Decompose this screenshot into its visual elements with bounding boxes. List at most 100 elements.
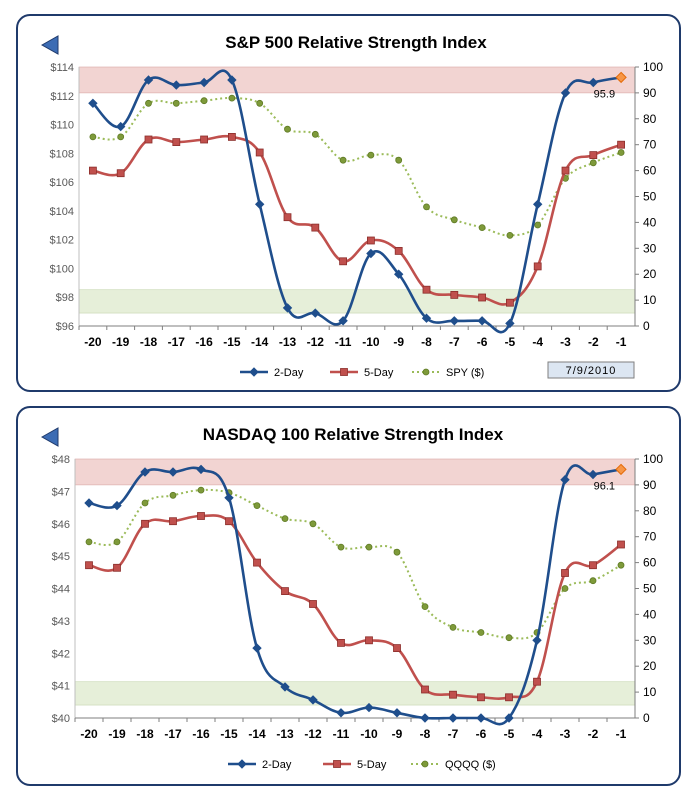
oversold-band bbox=[78, 289, 636, 314]
x-axis-tick-label: -20 bbox=[80, 727, 98, 741]
data-point bbox=[366, 248, 376, 259]
back-arrow-icon[interactable] bbox=[40, 427, 59, 447]
right-axis-tick-label: 50 bbox=[643, 190, 657, 204]
sp500-rsi-chart: S&P 500 Relative Strength Index $96 $98 $10… bbox=[40, 33, 663, 379]
data-point bbox=[338, 316, 348, 326]
data-point bbox=[84, 498, 94, 508]
data-point bbox=[253, 502, 261, 509]
data-point bbox=[140, 467, 150, 477]
data-point bbox=[617, 561, 625, 569]
left-axis-tick-label: $112 bbox=[50, 91, 74, 103]
legend-swatch-marker bbox=[340, 368, 348, 376]
x-axis-tick-label: -14 bbox=[248, 727, 266, 741]
data-point bbox=[561, 166, 570, 175]
data-point bbox=[560, 474, 570, 485]
data-point bbox=[253, 558, 261, 567]
data-point bbox=[112, 500, 122, 511]
data-point bbox=[196, 464, 206, 475]
data-point bbox=[448, 713, 458, 723]
data-point bbox=[392, 708, 402, 718]
x-axis-tick-label: -4 bbox=[532, 727, 543, 741]
sp500-rsi-chart-panel: S&P 500 Relative Strength Index $96 $98 $10… bbox=[16, 14, 681, 392]
x-axis-tick-label: -1 bbox=[616, 727, 627, 741]
left-axis-tick-label: $40 bbox=[52, 713, 70, 725]
x-axis-tick-label: -16 bbox=[192, 727, 210, 741]
x-axis-tick-label: -15 bbox=[220, 727, 238, 741]
data-point bbox=[85, 561, 93, 570]
x-axis-tick-label: -14 bbox=[251, 335, 269, 349]
data-point bbox=[227, 133, 236, 141]
right-axis-tick-label: 100 bbox=[643, 452, 663, 466]
legend-item: 5-Day bbox=[323, 759, 387, 771]
data-point bbox=[339, 257, 348, 266]
chart-legend: 2-Day 5-Day SPY ($) bbox=[240, 367, 484, 379]
data-point bbox=[367, 151, 375, 159]
overbought-band bbox=[78, 66, 636, 94]
x-axis-tick-label: -8 bbox=[421, 335, 432, 349]
x-axis-tick-label: -20 bbox=[84, 335, 102, 349]
data-point bbox=[532, 635, 542, 646]
data-point bbox=[534, 221, 542, 229]
data-point bbox=[533, 262, 542, 271]
data-point bbox=[393, 644, 401, 653]
data-point bbox=[589, 577, 597, 585]
data-point bbox=[532, 199, 543, 210]
right-axis-tick-label: 10 bbox=[643, 293, 657, 307]
legend-swatch-marker bbox=[421, 760, 429, 768]
left-axis-tick-label: $48 bbox=[52, 454, 70, 466]
x-axis-tick-label: -16 bbox=[195, 335, 213, 349]
x-axis-tick-label: -19 bbox=[112, 335, 130, 349]
legend-item: 2-Day bbox=[240, 367, 304, 379]
data-point bbox=[589, 561, 597, 570]
x-axis-tick-label: -15 bbox=[223, 335, 241, 349]
data-point bbox=[143, 75, 154, 85]
data-point bbox=[224, 493, 234, 503]
x-axis-tick-label: -2 bbox=[588, 727, 599, 741]
data-point bbox=[113, 538, 121, 546]
data-point bbox=[421, 685, 429, 694]
data-point bbox=[615, 463, 627, 476]
data-point bbox=[505, 634, 513, 642]
data-point bbox=[85, 538, 93, 546]
data-point bbox=[89, 166, 97, 175]
right-axis-tick-label: 50 bbox=[643, 582, 657, 596]
data-point bbox=[309, 600, 317, 608]
x-axis-tick-label: -1 bbox=[616, 335, 627, 349]
right-axis-tick-label: 20 bbox=[643, 267, 657, 281]
x-axis-tick-label: -13 bbox=[276, 727, 294, 741]
left-axis-tick-label: $98 bbox=[56, 292, 74, 304]
data-point bbox=[365, 636, 373, 645]
right-axis-tick-label: 100 bbox=[643, 60, 663, 74]
series-spy bbox=[89, 94, 625, 239]
data-point bbox=[337, 638, 345, 647]
data-point bbox=[365, 543, 373, 551]
x-axis-tick-label: -11 bbox=[333, 727, 350, 741]
chart-title: NASDAQ 100 Relative Strength Index bbox=[203, 425, 504, 444]
right-axis-tick-label: 20 bbox=[643, 659, 657, 673]
x-axis-tick-label: -5 bbox=[504, 727, 515, 741]
right-axis-tick-label: 70 bbox=[643, 530, 657, 544]
data-point bbox=[227, 75, 237, 85]
legend-swatch-marker bbox=[422, 368, 430, 376]
left-axis-tick-label: $45 bbox=[52, 551, 70, 563]
data-point bbox=[337, 543, 345, 551]
right-axis-tick-label: 60 bbox=[643, 164, 657, 178]
legend-label: SPY ($) bbox=[446, 367, 484, 379]
data-point bbox=[421, 603, 429, 611]
left-axis-tick-label: $114 bbox=[50, 62, 74, 74]
data-point bbox=[394, 246, 403, 255]
data-point bbox=[115, 121, 126, 132]
right-axis-tick-label: 40 bbox=[643, 215, 657, 229]
x-axis-tick-label: -9 bbox=[393, 335, 404, 349]
data-point bbox=[505, 298, 514, 307]
data-point bbox=[505, 318, 515, 329]
series-line bbox=[92, 97, 622, 237]
right-axis-tick-label: 40 bbox=[643, 607, 657, 621]
data-point bbox=[617, 149, 625, 156]
data-point bbox=[422, 285, 431, 294]
back-arrow-icon[interactable] bbox=[40, 35, 59, 55]
data-point bbox=[310, 308, 321, 318]
nasdaq100-rsi-chart-panel: NASDAQ 100 Relative Strength Index $40 $41… bbox=[16, 406, 681, 786]
data-point bbox=[141, 499, 149, 507]
data-point bbox=[256, 99, 264, 107]
